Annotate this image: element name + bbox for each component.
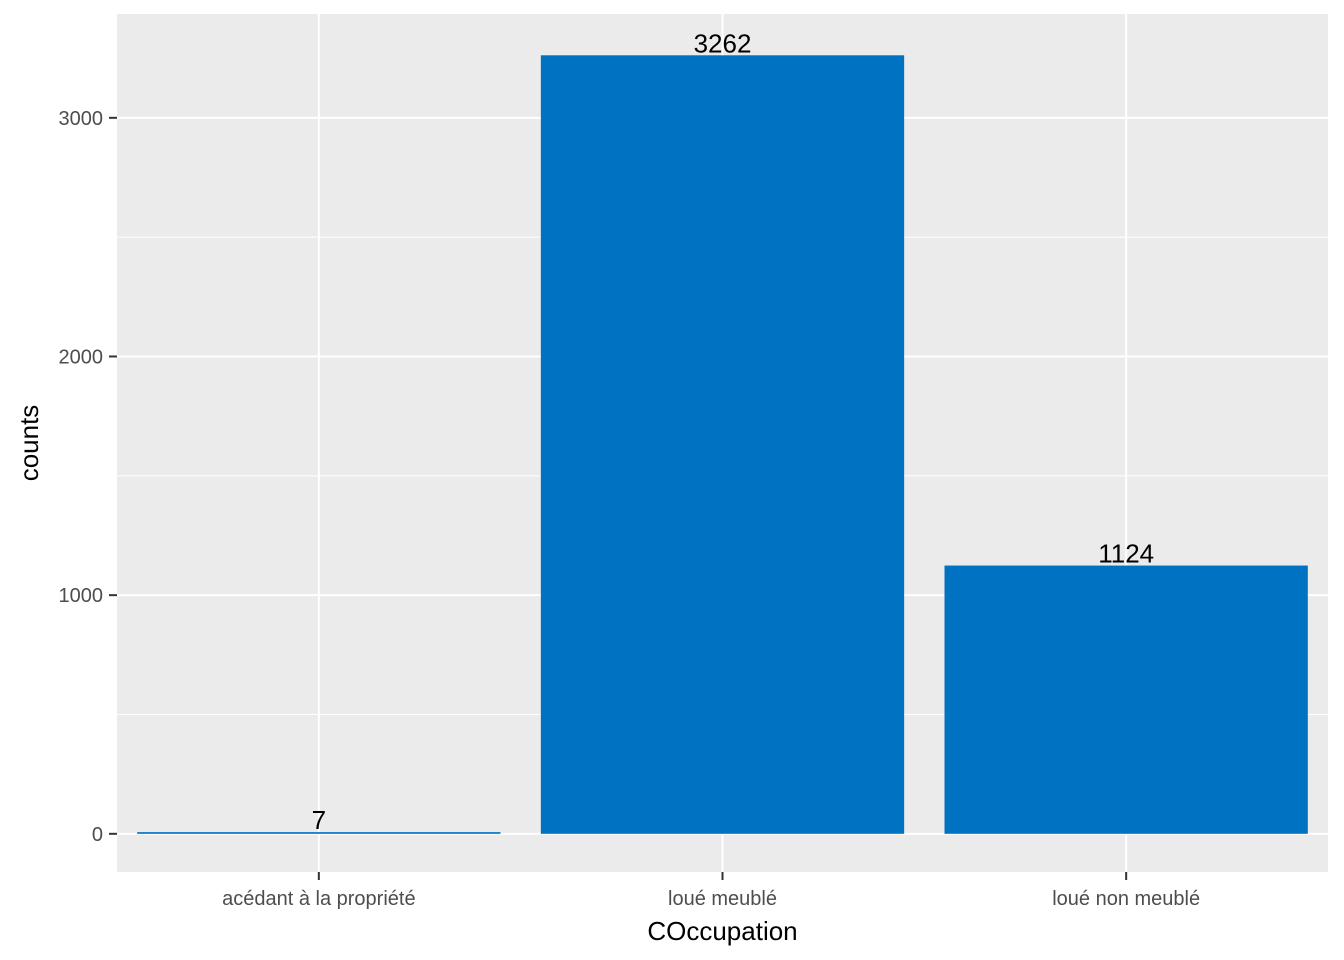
x-tick-label: acédant à la propriété xyxy=(222,888,415,910)
bar xyxy=(137,832,501,834)
data-label: 1124 xyxy=(1098,539,1154,569)
y-tick-label: 0 xyxy=(92,824,103,846)
y-axis: 0 1000 2000 3000 xyxy=(59,108,117,846)
data-labels: 7 3262 1124 xyxy=(312,28,1155,835)
x-axis: acédant à la propriété loué meublé loué no… xyxy=(222,872,1200,910)
data-label: 7 xyxy=(312,805,326,835)
y-tick-label: 2000 xyxy=(59,346,104,368)
y-axis-title: counts xyxy=(14,405,44,482)
x-axis-title: COccupation xyxy=(647,916,797,946)
x-tick-label: loué meublé xyxy=(668,888,777,910)
bar xyxy=(944,565,1308,834)
y-tick-label: 1000 xyxy=(59,585,104,607)
data-label: 3262 xyxy=(694,28,752,58)
y-tick-label: 3000 xyxy=(59,108,104,130)
bars xyxy=(137,55,1308,834)
x-tick-label: loué non meublé xyxy=(1052,888,1200,910)
bar xyxy=(540,55,905,834)
